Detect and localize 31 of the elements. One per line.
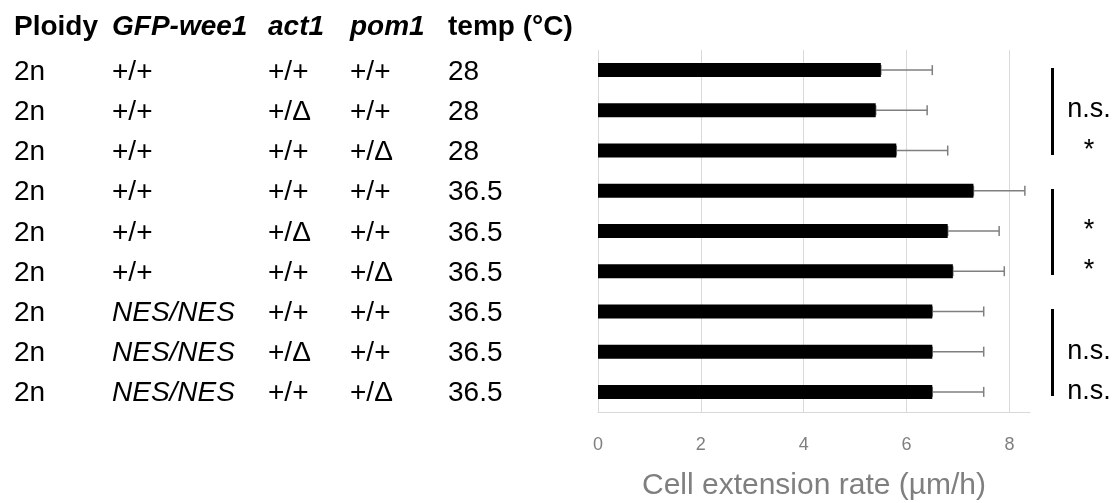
x-tick-label: 4 <box>798 434 809 454</box>
bar <box>598 344 933 359</box>
text: * <box>1083 214 1095 244</box>
bar <box>598 384 933 399</box>
text: * <box>1083 254 1095 285</box>
category-label: 2n +/+ +/+ +/Δ 36.5 <box>14 255 503 287</box>
category-label: 2n +/+ +/+ +/+ 36.5 <box>14 175 503 207</box>
bar <box>598 183 974 198</box>
y-axis-title: Ploidy GFP-wee1 act1 pom1 temp (°C) <box>14 9 573 41</box>
bar <box>598 103 876 118</box>
text: * <box>1083 133 1095 164</box>
bar <box>598 304 933 319</box>
bar <box>598 143 897 158</box>
x-tick-label: 8 <box>1004 434 1015 454</box>
category-label: 2n +/+ +/Δ +/+ 28 <box>14 94 480 126</box>
text: n.s. <box>1067 93 1111 124</box>
x-tick-label: 0 <box>592 434 604 454</box>
x-tick-label: 2 <box>695 434 706 454</box>
category-label: 2n +/+ +/+ +/Δ 28 <box>14 135 480 167</box>
category-label: 2n NES/NES +/+ +/Δ 36.5 <box>14 376 503 408</box>
bar <box>598 264 953 279</box>
x-axis-title: Cell extension rate (µm/h) <box>641 466 987 500</box>
category-label: 2n NES/NES +/+ +/+ 36.5 <box>14 295 503 327</box>
x-tick-label: 6 <box>901 434 912 454</box>
category-label: 2n +/+ +/Δ +/+ 36.5 <box>14 215 503 247</box>
category-label: 2n NES/NES +/Δ +/+ 36.5 <box>14 336 503 368</box>
bar <box>598 224 948 238</box>
text: n.s. <box>1067 374 1111 405</box>
category-label: 2n +/+ +/+ +/+ 28 <box>14 54 480 86</box>
text: n.s. <box>1067 334 1111 365</box>
bar <box>598 63 881 78</box>
